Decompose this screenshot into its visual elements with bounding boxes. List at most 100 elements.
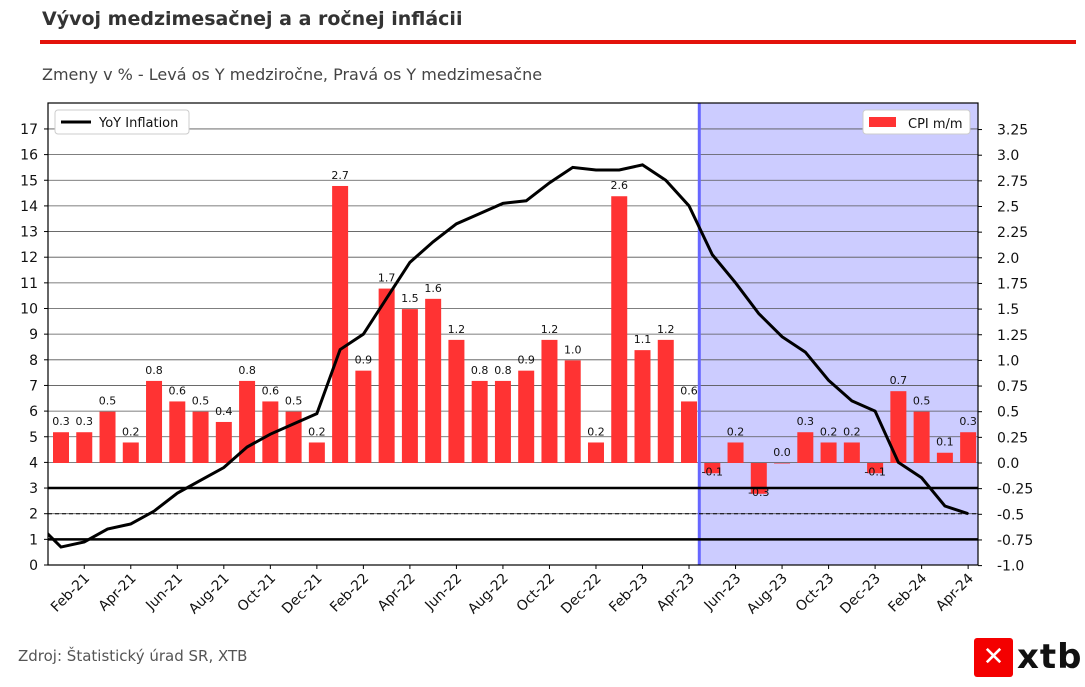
- bar-Aug-23: [774, 463, 791, 464]
- x-tick-label: Jun-23: [701, 571, 745, 615]
- right-tick-label: 2.0: [997, 251, 1019, 267]
- bar-Mar-24: [936, 452, 953, 463]
- x-tick-label: Dec-21: [279, 571, 326, 618]
- bar-May-22: [425, 298, 442, 463]
- bar-Jan-22: [332, 185, 349, 464]
- bar-Aug-22: [494, 380, 511, 463]
- bar-label: 0.7: [890, 374, 908, 387]
- bar-label: 0.9: [355, 354, 373, 367]
- bar-Feb-23: [634, 350, 651, 463]
- x-tick-label: Apr-22: [375, 571, 419, 615]
- bar-Nov-22: [564, 360, 581, 463]
- bar-label: 1.5: [401, 292, 419, 305]
- source-note: Zdroj: Štatistický úrad SR, XTB: [18, 647, 248, 665]
- bar-label: -0.1: [702, 465, 723, 478]
- bar-label: -0.1: [864, 465, 885, 478]
- bar-label: 0.5: [99, 395, 117, 408]
- bar-Feb-24: [913, 411, 930, 463]
- x-tick-label: Jun-22: [422, 571, 466, 615]
- bar-label: 0.5: [192, 395, 210, 408]
- bar-Oct-21: [262, 401, 279, 463]
- left-tick-label: 9: [29, 327, 38, 343]
- x-tick-label: Oct-22: [514, 571, 559, 616]
- bar-Oct-23: [820, 442, 837, 463]
- bar-label: 0.6: [262, 384, 280, 397]
- bar-label: 0.3: [959, 415, 977, 428]
- bar-Jul-23: [750, 463, 767, 494]
- bar-label: 1.6: [424, 282, 442, 295]
- left-tick-label: 2: [29, 507, 38, 523]
- left-tick-label: 15: [20, 173, 38, 189]
- right-tick-label: 3.0: [997, 148, 1019, 164]
- bar-label: 2.6: [610, 179, 628, 192]
- right-tick-label: 1.75: [997, 276, 1028, 292]
- title-divider: [40, 40, 1076, 44]
- left-tick-label: 13: [20, 225, 38, 241]
- right-tick-label: 0.0: [997, 456, 1019, 472]
- bar-label: 0.2: [820, 425, 838, 438]
- bar-May-23: [704, 463, 721, 474]
- x-tick-label: Jun-21: [142, 571, 186, 615]
- right-tick-label: 2.5: [997, 200, 1019, 216]
- legend-left: [54, 109, 190, 135]
- right-tick-label: 0.75: [997, 379, 1028, 395]
- left-tick-label: 8: [29, 353, 38, 369]
- right-tick-label: -0.75: [997, 533, 1033, 549]
- bar-Jun-21: [169, 401, 186, 463]
- bar-Sep-23: [797, 432, 814, 463]
- bar-Mar-22: [378, 288, 395, 463]
- bar-label: 0.8: [471, 364, 489, 377]
- bar-label: 0.6: [680, 384, 698, 397]
- left-tick-label: 16: [20, 148, 38, 164]
- x-tick-label: Dec-22: [558, 571, 605, 618]
- bar-Dec-22: [587, 442, 604, 463]
- bar-Sep-21: [239, 380, 256, 463]
- x-tick-label: Aug-21: [186, 571, 233, 618]
- bar-label: 2.7: [331, 169, 349, 182]
- x-tick-label: Feb-21: [48, 571, 93, 616]
- bar-Apr-23: [681, 401, 698, 463]
- bar-Aug-21: [215, 421, 232, 463]
- left-tick-label: 4: [29, 455, 38, 471]
- bar-Feb-22: [355, 370, 372, 463]
- bar-label: 0.5: [285, 395, 303, 408]
- xtb-logo: ✕ xtb: [974, 637, 1083, 677]
- right-tick-label: -0.5: [997, 507, 1024, 523]
- x-tick-label: Apr-23: [654, 571, 698, 615]
- bar-label: 1.2: [448, 323, 466, 336]
- bar-Jun-22: [448, 339, 465, 463]
- bar-Nov-23: [843, 442, 860, 463]
- right-tick-label: -0.25: [997, 482, 1033, 498]
- bar-May-21: [146, 380, 163, 463]
- right-tick-label: 0.25: [997, 430, 1028, 446]
- plot-frame: [47, 102, 979, 566]
- bar-Nov-21: [285, 411, 302, 463]
- x-tick-label: Aug-23: [744, 571, 791, 618]
- x-tick-label: Apr-24: [933, 570, 977, 614]
- bar-Apr-22: [401, 309, 418, 463]
- right-tick-label: 1.0: [997, 353, 1019, 369]
- bar-label: 0.2: [843, 425, 861, 438]
- bar-label: 1.7: [378, 272, 396, 285]
- bar-Jul-21: [192, 411, 209, 463]
- x-tick-label: Dec-23: [837, 571, 884, 618]
- left-tick-label: 12: [20, 250, 38, 266]
- left-tick-label: 1: [29, 532, 38, 548]
- chart-subtitle: Zmeny v % - Levá os Y medziročne, Pravá …: [42, 65, 543, 84]
- bar-label: 0.8: [145, 364, 163, 377]
- bar-Jun-23: [727, 442, 744, 463]
- left-tick-label: 3: [29, 481, 38, 497]
- x-tick-label: Oct-23: [793, 571, 838, 616]
- bar-label: 0.0: [773, 446, 791, 459]
- left-tick-label: 6: [29, 404, 38, 420]
- bar-label: 1.2: [657, 323, 675, 336]
- right-tick-label: 2.25: [997, 225, 1028, 241]
- left-tick-label: 10: [20, 302, 38, 318]
- xtb-logo-text: xtb: [1017, 637, 1083, 677]
- left-tick-label: 7: [29, 378, 38, 394]
- bar-label: 0.2: [122, 425, 140, 438]
- bar-Dec-21: [308, 442, 325, 463]
- right-tick-label: 2.75: [997, 174, 1028, 190]
- bar-Jul-22: [471, 380, 488, 463]
- left-tick-label: 17: [20, 122, 38, 138]
